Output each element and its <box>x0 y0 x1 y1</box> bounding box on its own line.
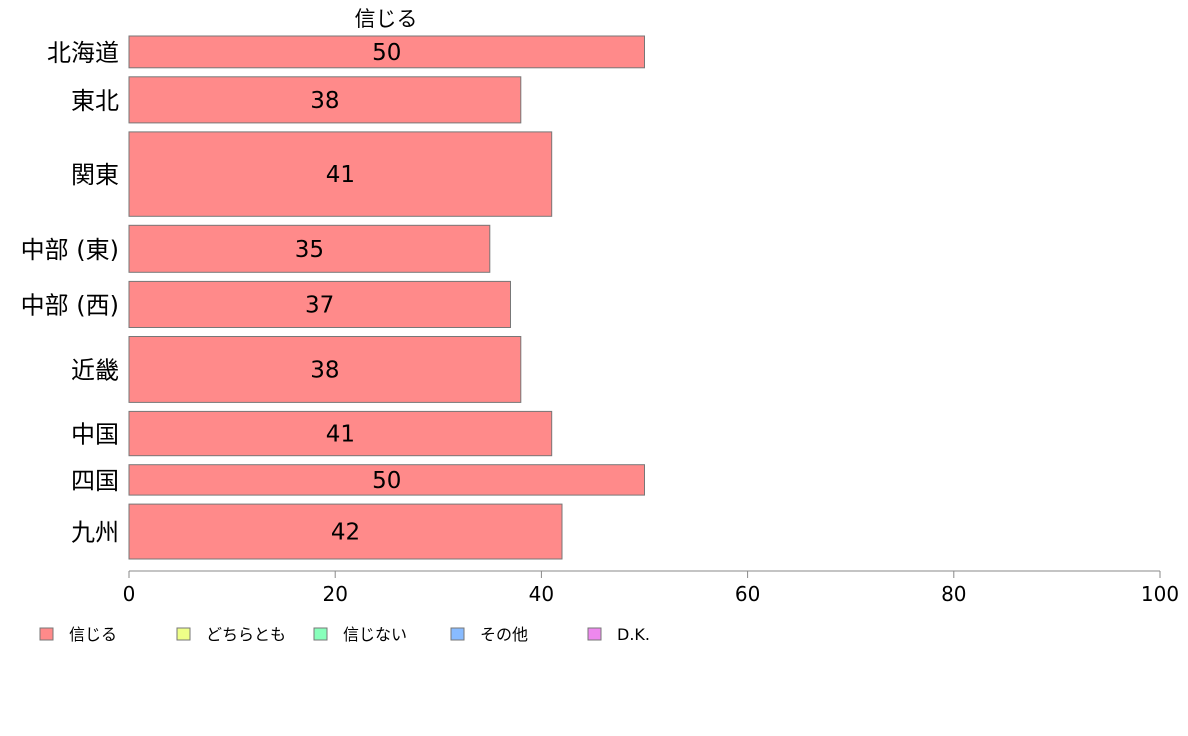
bar-2 <box>128 131 553 217</box>
legend-label: その他 <box>480 625 528 644</box>
legend-label: 信じない <box>343 625 407 644</box>
x-tick-label: 60 <box>735 582 760 606</box>
bar-5 <box>128 336 522 403</box>
legend-label: D.K. <box>617 625 650 644</box>
category-label: 四国 <box>71 467 119 495</box>
x-tick-label: 20 <box>322 582 347 606</box>
bar-value-label: 37 <box>305 292 334 318</box>
category-label: 東北 <box>71 87 119 115</box>
legend: 信じる どちらとも 信じない その他 D.K. <box>39 625 650 644</box>
bar-value-label: 41 <box>326 422 355 448</box>
legend-swatch <box>313 627 328 641</box>
category-label: 北海道 <box>47 39 119 67</box>
x-tick-label: 0 <box>123 582 136 606</box>
legend-label: どちらとも <box>206 625 286 644</box>
category-label: 中部 (東) <box>21 236 119 264</box>
bar-7 <box>128 464 645 496</box>
bar-8 <box>128 503 563 560</box>
bar-4 <box>128 280 511 328</box>
legend-label: 信じる <box>69 625 117 644</box>
x-tick-label: 100 <box>1141 582 1179 606</box>
x-tick-label: 40 <box>529 582 554 606</box>
category-label: 九州 <box>71 519 119 547</box>
category-label: 中国 <box>71 421 119 449</box>
bar-value-label: 42 <box>331 520 360 546</box>
legend-swatch <box>587 627 602 641</box>
bar-value-label: 38 <box>310 88 339 114</box>
bar-1 <box>128 76 522 124</box>
category-label: 関東 <box>71 161 119 189</box>
category-label: 中部 (西) <box>21 291 119 319</box>
bar-0 <box>128 35 645 69</box>
x-tick-label: 80 <box>941 582 966 606</box>
bar-6 <box>128 410 553 457</box>
bar-3 <box>128 224 491 273</box>
series-heading: 信じる <box>355 7 418 31</box>
legend-swatch <box>176 627 191 641</box>
bar-value-label: 35 <box>295 237 324 263</box>
bar-value-label: 50 <box>372 468 401 494</box>
bar-value-label: 41 <box>326 162 355 188</box>
legend-swatch <box>450 627 465 641</box>
bar-value-label: 50 <box>372 40 401 66</box>
x-axis: 0 20 40 60 80 100 <box>123 570 1179 606</box>
legend-swatch <box>39 627 54 641</box>
bars-layer: 50 38 41 35 37 38 41 50 42 <box>128 35 645 560</box>
category-label: 近畿 <box>71 356 119 384</box>
bar-value-label: 38 <box>310 357 339 383</box>
